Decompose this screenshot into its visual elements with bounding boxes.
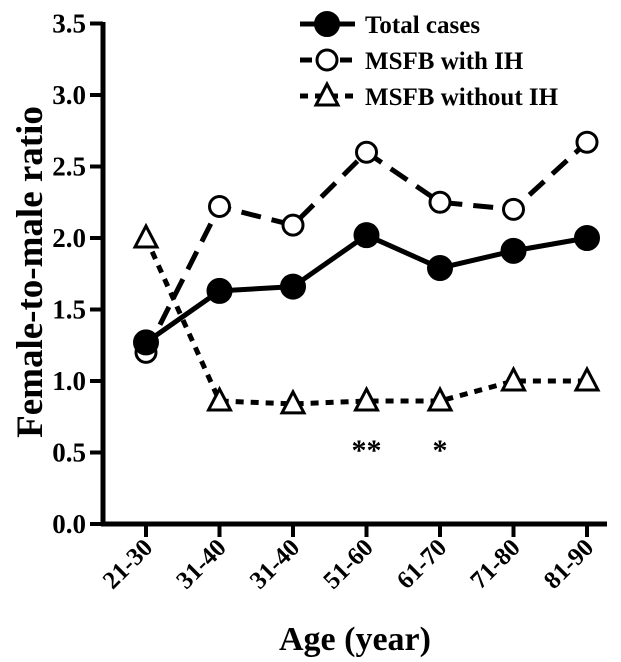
significance-marker: ** (352, 434, 382, 467)
legend-marker (315, 48, 339, 72)
data-point (426, 385, 454, 412)
legend-label: MSFB without IH (365, 84, 559, 111)
data-point (206, 385, 233, 412)
data-point (133, 329, 159, 356)
y-tick-label: 3.0 (52, 80, 86, 110)
annotations: ** * (352, 434, 448, 467)
data-point (208, 195, 231, 219)
legend-label: MSFB with IH (365, 48, 524, 75)
legend-marker (314, 11, 340, 37)
data-point (353, 385, 380, 412)
data-point (353, 222, 380, 249)
data-point (575, 130, 599, 154)
x-tick-label: 81-90 (539, 534, 599, 594)
x-tick-label: 31-40 (245, 534, 305, 594)
data-point (574, 225, 600, 251)
data-point (427, 255, 453, 282)
legend-item: MSFB with IH (300, 48, 524, 75)
x-ticks: 21-30 31-40 31-40 51-60 61-70 71-80 81-90 (98, 524, 599, 594)
series-line (143, 236, 587, 407)
series-0 (133, 222, 600, 356)
data-point (132, 222, 160, 249)
data-point (279, 388, 307, 415)
legend: Total cases MSFB with IH MSFB without IH (300, 11, 559, 111)
y-tick-label: 1.0 (52, 366, 86, 396)
x-axis-title: Age (year) (279, 621, 431, 658)
y-tick-label: 2.5 (52, 152, 86, 182)
x-tick-label: 71-80 (465, 534, 525, 594)
x-tick-label: 51-60 (318, 534, 378, 594)
data-point (573, 365, 601, 392)
data-point (428, 190, 452, 214)
y-axis-title: Female-to-male ratio (10, 106, 51, 438)
legend-marker (313, 80, 341, 107)
y-tick-label: 0.0 (52, 509, 86, 539)
data-point (500, 365, 527, 392)
x-tick-label: 21-30 (98, 534, 158, 594)
data-point (281, 213, 305, 237)
axes (100, 22, 607, 527)
legend-item: Total cases (300, 11, 480, 39)
series-2 (132, 222, 601, 415)
data-point (280, 273, 306, 300)
legend-item: MSFB without IH (300, 80, 559, 111)
y-tick-label: 0.5 (52, 438, 86, 468)
data-point (206, 277, 233, 304)
y-tick-label: 3.5 (52, 9, 86, 39)
y-tick-label: 2.0 (52, 223, 86, 253)
x-tick-label: 31-40 (171, 534, 231, 594)
data-point (500, 237, 527, 264)
x-tick-label: 61-70 (392, 534, 452, 594)
y-tick-label: 1.5 (52, 295, 86, 325)
significance-marker: * (433, 434, 448, 467)
legend-label: Total cases (365, 12, 480, 39)
data-point (502, 197, 525, 221)
data-point (355, 140, 378, 164)
series-layer (132, 130, 601, 415)
y-ticks: 0.0 0.5 1.0 1.5 2.0 2.5 3.0 3.5 (52, 9, 103, 539)
